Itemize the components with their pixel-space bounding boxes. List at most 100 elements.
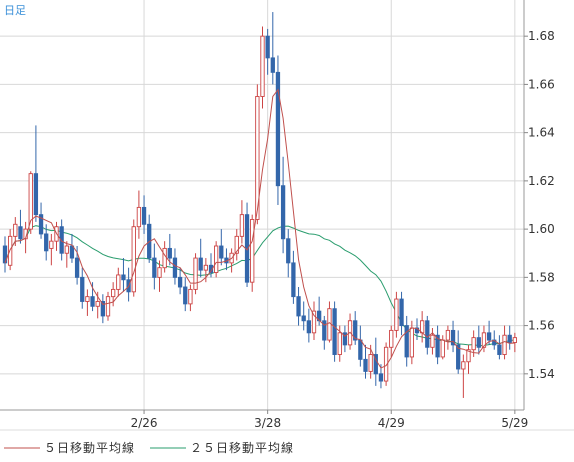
candle (435, 325, 440, 365)
candle-body (306, 320, 311, 334)
y-axis-ticks: 1.54 1.56 1.58 1.60 1.62 1.64 1.66 1.68 (524, 29, 555, 381)
candle-body (461, 361, 466, 370)
candle (507, 325, 512, 350)
candle-body (74, 257, 80, 278)
candle-body (219, 245, 224, 259)
y-tick-label: 1.66 (528, 77, 555, 91)
candle-body (188, 288, 193, 305)
candle-body (64, 245, 69, 254)
candle (275, 55, 281, 205)
candle-body (234, 235, 239, 254)
candle (198, 238, 203, 278)
candle (481, 325, 487, 353)
candle-body (450, 329, 456, 346)
candle-body (121, 274, 126, 281)
candle (121, 258, 126, 292)
candle-body (85, 296, 90, 302)
candle-body (162, 247, 167, 269)
candle-body (105, 296, 111, 317)
candle-body (141, 206, 147, 225)
candle (445, 325, 451, 350)
period-label[interactable]: 日足 (4, 4, 26, 17)
candle-body (394, 298, 399, 331)
candle (219, 229, 224, 266)
candle (64, 241, 69, 268)
candle (49, 233, 54, 266)
candle (213, 241, 219, 278)
candle (373, 337, 378, 386)
y-tick-label: 1.54 (528, 367, 555, 381)
candle-body (18, 226, 23, 240)
candle-body (368, 354, 373, 372)
candle-body (425, 320, 430, 348)
ma25-line (4, 225, 515, 347)
candle-body (28, 173, 33, 230)
candle-body (445, 329, 451, 341)
candle-body (152, 257, 157, 278)
candle-body (389, 329, 394, 348)
candle (38, 202, 44, 239)
candle-body (157, 267, 162, 278)
ma5-line (4, 88, 515, 369)
candle-body (116, 274, 121, 290)
candle-body (481, 332, 487, 348)
candle (466, 344, 471, 374)
candle-body (435, 334, 440, 358)
candle-body (203, 264, 208, 271)
candle-body (363, 358, 368, 372)
candle-body (44, 233, 49, 252)
candle-body (69, 245, 75, 259)
candle (497, 335, 502, 360)
candle-body (471, 337, 476, 351)
candle-body (322, 320, 327, 341)
candle-body (342, 332, 348, 346)
candle (296, 287, 301, 326)
candle-body (507, 334, 512, 343)
candle (342, 325, 348, 353)
candle-body (440, 339, 445, 358)
candle-body (95, 301, 100, 307)
candle-body (466, 349, 471, 363)
y-tick-label: 1.62 (528, 174, 555, 188)
y-tick-label: 1.64 (528, 126, 555, 140)
candle-body (404, 325, 409, 358)
candle (399, 291, 404, 336)
candle-body (512, 337, 518, 343)
candle-body (301, 315, 306, 322)
candle-body (255, 96, 260, 220)
candle (425, 315, 430, 355)
candle-body (90, 296, 95, 307)
candle-body (502, 334, 507, 355)
candle-body (286, 238, 291, 264)
y-tick-label: 1.68 (528, 29, 555, 43)
candle-body (167, 247, 172, 259)
candle (512, 332, 518, 353)
candle-body (250, 219, 255, 283)
candle-body (136, 206, 142, 228)
candle (301, 301, 306, 331)
candle-body (296, 296, 301, 317)
chart-grid (0, 0, 524, 410)
candle-body (332, 308, 337, 355)
legend-ma25-label: ２５日移動平均線 (190, 440, 294, 455)
candle (100, 294, 106, 324)
candle (383, 342, 389, 386)
candle-body (456, 344, 461, 370)
candle-body (420, 320, 425, 334)
candle-body (33, 173, 39, 216)
candle-body (265, 35, 270, 59)
candle (476, 325, 481, 355)
candle (368, 344, 373, 379)
candle (404, 315, 409, 367)
candle (105, 291, 111, 321)
candle (353, 311, 358, 345)
candle-body (430, 334, 435, 348)
candle (255, 84, 260, 225)
candle-body (59, 226, 64, 254)
candle-body (193, 257, 198, 290)
candle-body (353, 320, 358, 341)
candle-body (280, 185, 286, 240)
candle-body (177, 276, 183, 288)
candle (136, 190, 142, 239)
